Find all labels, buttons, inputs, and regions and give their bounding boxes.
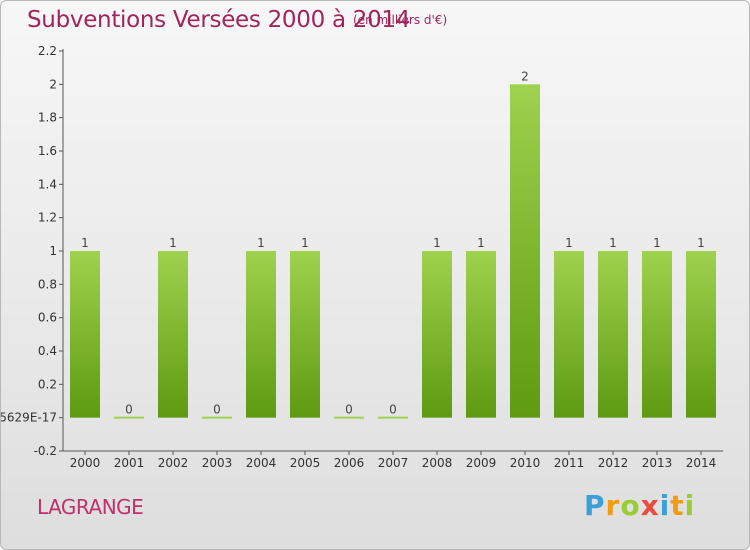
y-tick-label: 0.8 [38,277,57,291]
logo-letter: P [584,489,606,522]
y-tick-label: 1.4 [38,177,57,191]
data-label: 1 [81,236,89,250]
logo-letter: t [670,489,685,522]
data-label: 1 [477,236,485,250]
data-label: 1 [433,236,441,250]
bar [290,251,320,418]
bar [158,251,188,418]
y-tick-label: 0.4 [38,344,57,358]
logo-letter: r [605,489,621,522]
x-tick-label: 2005 [290,456,321,470]
x-tick-label: 2010 [510,456,541,470]
x-tick-label: 2003 [202,456,233,470]
data-label: 1 [257,236,265,250]
logo-letter: i [659,489,671,522]
data-label: 0 [345,403,353,417]
data-label: 2 [521,69,529,83]
y-tick-label: 1.2 [38,211,57,225]
bar [202,416,232,419]
x-tick-label: 2002 [158,456,189,470]
bar [334,416,364,419]
y-tick-label: -1.15629E-17 [1,411,57,425]
data-label: 0 [125,403,133,417]
bar [510,84,540,418]
bars-group [70,84,716,419]
data-label: 1 [301,236,309,250]
bar [378,416,408,419]
bar [686,251,716,418]
x-tick-label: 2001 [114,456,145,470]
bar [422,251,452,418]
data-label: 1 [565,236,573,250]
y-tick-label: 2 [49,77,57,91]
labels-group: 1 0 1 0 1 1 0 0 1 1 2 1 1 1 1 [81,69,705,416]
y-tick-label: 1 [49,244,57,258]
bar [114,416,144,419]
y-tick-label: 1.6 [38,144,57,158]
logo-letter: x [640,489,660,522]
bar [554,251,584,418]
town-name: LAGRANGE [37,495,144,519]
x-tick-label: 2009 [466,456,497,470]
logo-letter: o [620,489,641,522]
bar [642,251,672,418]
y-tick-label: 2.2 [38,44,57,58]
data-label: 1 [697,236,705,250]
x-tick-label: 2000 [70,456,101,470]
data-label: 0 [213,403,221,417]
x-tick-label: 2011 [554,456,585,470]
data-label: 1 [169,236,177,250]
axes: -0.2 -1.15629E-17 0.2 0.4 0.6 0.8 1 1.2 1.4 1.6 1.… [1,44,723,470]
y-tick-label: 0.6 [38,311,57,325]
x-tick-label: 2012 [598,456,629,470]
x-tick-label: 2008 [422,456,453,470]
y-tick-label: 0.2 [38,377,57,391]
x-tick-label: 2014 [686,456,717,470]
data-label: 1 [609,236,617,250]
y-tick-label: -0.2 [34,444,57,458]
bar [598,251,628,418]
data-label: 1 [653,236,661,250]
proxiti-logo: Proxiti [584,489,695,522]
logo-letter: i [684,489,696,522]
x-tick-label: 2006 [334,456,365,470]
x-tick-label: 2007 [378,456,409,470]
y-tick-label: 1.8 [38,111,57,125]
bar [246,251,276,418]
chart-title: Subventions Versées 2000 à 2014 [27,7,411,33]
data-label: 0 [389,403,397,417]
bar [466,251,496,418]
x-tick-label: 2004 [246,456,277,470]
bar [70,251,100,418]
units-label: (en milliers d'€) [353,13,448,27]
x-tick-label: 2013 [642,456,673,470]
